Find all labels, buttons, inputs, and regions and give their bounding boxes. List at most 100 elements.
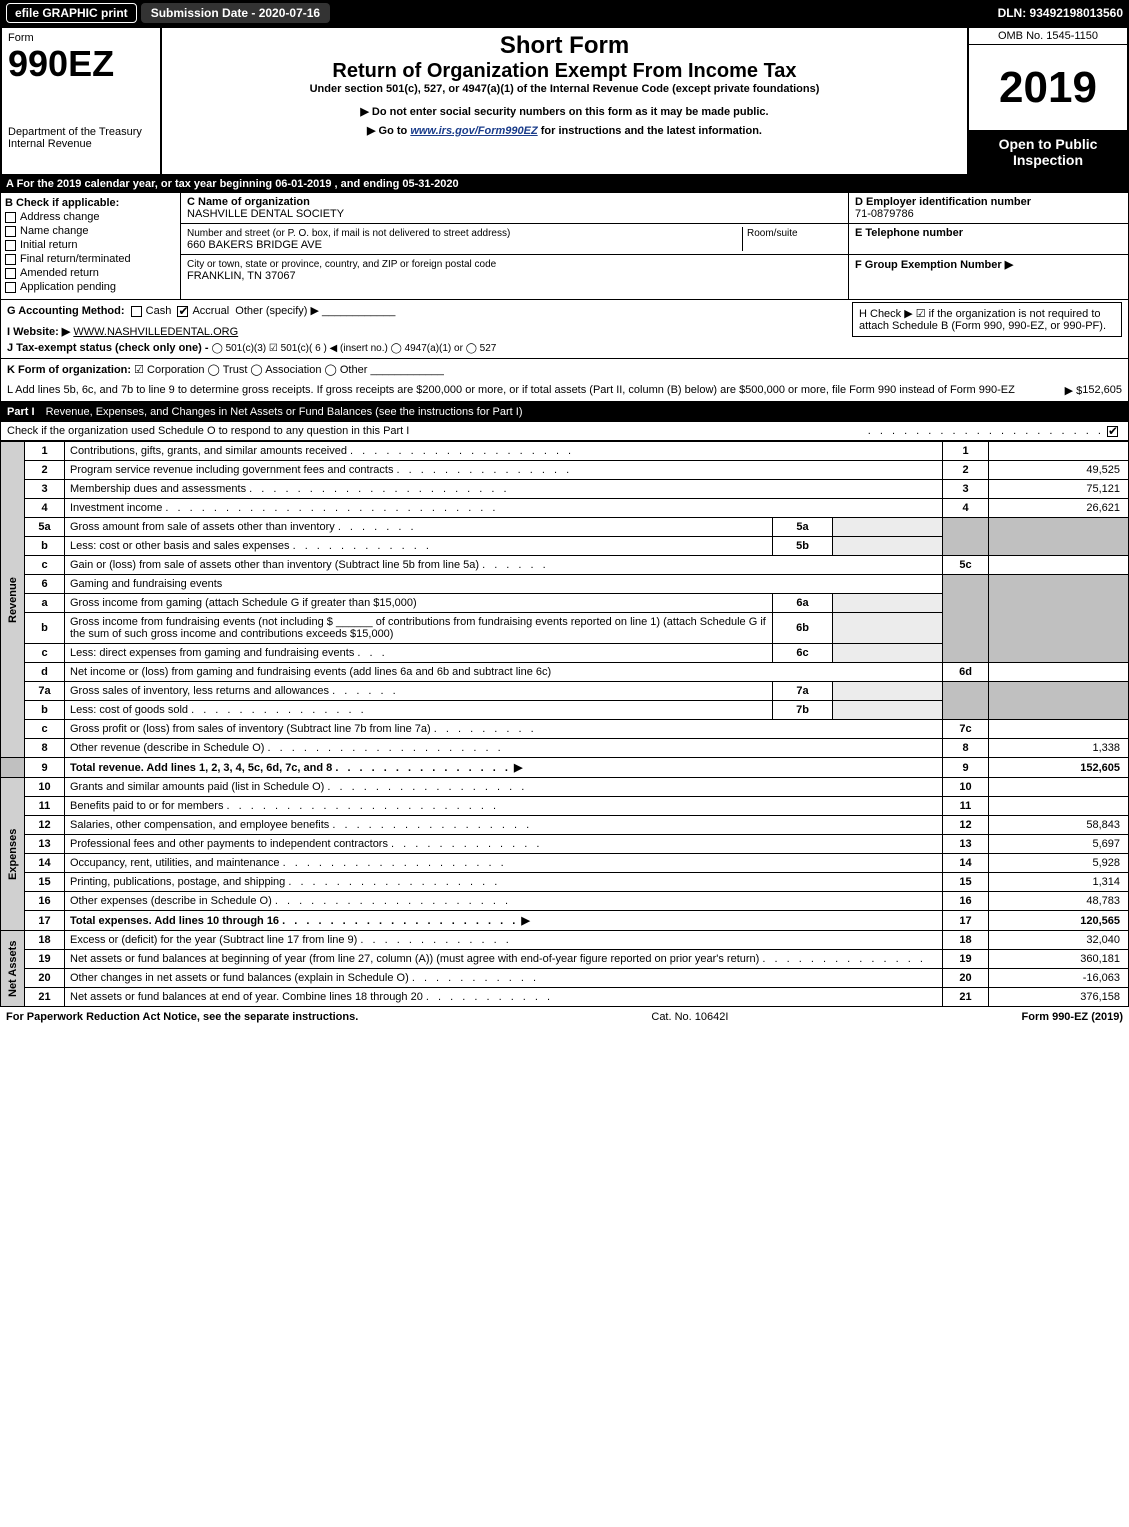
ln15-rn: 15	[943, 873, 989, 892]
ln8-num: 8	[25, 739, 65, 758]
ln2-rn: 2	[943, 461, 989, 480]
ln6-num: 6	[25, 575, 65, 594]
page-footer: For Paperwork Reduction Act Notice, see …	[0, 1007, 1129, 1027]
chk-initial-return[interactable]: Initial return	[20, 239, 77, 251]
ln11-rn: 11	[943, 797, 989, 816]
ln15-num: 15	[25, 873, 65, 892]
ln2-num: 2	[25, 461, 65, 480]
ln2-amount: 49,525	[989, 461, 1129, 480]
f-label: F Group Exemption Number ▶	[855, 258, 1122, 271]
ln12-rn: 12	[943, 816, 989, 835]
website-value[interactable]: WWW.NASHVILLEDENTAL.ORG	[73, 326, 238, 338]
entity-info-grid: B Check if applicable: Address change Na…	[0, 192, 1129, 300]
g-cash[interactable]: Cash	[146, 305, 172, 317]
form-header: Form 990EZ Department of the Treasury In…	[0, 26, 1129, 176]
ln16-desc: Other expenses (describe in Schedule O)	[70, 895, 272, 907]
header-center: Short Form Return of Organization Exempt…	[162, 28, 967, 174]
ln6d-num: d	[25, 663, 65, 682]
ln3-num: 3	[25, 480, 65, 499]
ln6d-amount	[989, 663, 1129, 682]
ln7a-desc: Gross sales of inventory, less returns a…	[70, 685, 329, 697]
ln18-rn: 18	[943, 931, 989, 950]
j-options: ◯ 501(c)(3) ☑ 501(c)( 6 ) ◀ (insert no.)…	[212, 343, 497, 354]
ln5b-num: b	[25, 537, 65, 556]
g-accrual[interactable]: Accrual	[192, 305, 229, 317]
submission-date: Submission Date - 2020-07-16	[141, 3, 330, 23]
net-assets-tab: Net Assets	[1, 931, 25, 1007]
ln8-amount: 1,338	[989, 739, 1129, 758]
ln16-num: 16	[25, 892, 65, 911]
omb-number: OMB No. 1545-1150	[969, 28, 1127, 45]
chk-address-change[interactable]: Address change	[20, 211, 100, 223]
ln7a-sub: 7a	[773, 682, 833, 701]
chk-name-change[interactable]: Name change	[20, 225, 89, 237]
ln1-rn: 1	[943, 442, 989, 461]
ln17-desc: Total expenses. Add lines 10 through 16	[70, 915, 279, 927]
chk-amended-return[interactable]: Amended return	[20, 267, 99, 279]
ln6a-num: a	[25, 594, 65, 613]
schedule-o-checkbox[interactable]	[1107, 426, 1118, 437]
ln10-rn: 10	[943, 778, 989, 797]
ln11-amount	[989, 797, 1129, 816]
ln15-amount: 1,314	[989, 873, 1129, 892]
ln3-desc: Membership dues and assessments	[70, 483, 246, 495]
ln13-num: 13	[25, 835, 65, 854]
ln9-desc: Total revenue. Add lines 1, 2, 3, 4, 5c,…	[70, 762, 332, 774]
chk-final-return[interactable]: Final return/terminated	[20, 253, 131, 265]
ln8-desc: Other revenue (describe in Schedule O)	[70, 742, 264, 754]
short-form-title: Short Form	[170, 32, 959, 60]
irs-link[interactable]: www.irs.gov/Form990EZ	[410, 125, 537, 137]
chk-application-pending[interactable]: Application pending	[20, 281, 116, 293]
efile-button[interactable]: efile GRAPHIC print	[6, 3, 137, 23]
ln13-rn: 13	[943, 835, 989, 854]
lines-g-h-i-j: G Accounting Method: Cash Accrual Other …	[0, 300, 1129, 359]
ln21-num: 21	[25, 988, 65, 1007]
form-title: Return of Organization Exempt From Incom…	[170, 60, 959, 83]
ln7a-num: 7a	[25, 682, 65, 701]
top-bar: efile GRAPHIC print Submission Date - 20…	[0, 0, 1129, 26]
part-i-sub-text: Check if the organization used Schedule …	[7, 425, 409, 437]
line-h: H Check ▶ ☑ if the organization is not r…	[852, 302, 1122, 337]
ln4-num: 4	[25, 499, 65, 518]
ln1-num: 1	[25, 442, 65, 461]
ln6b-sub: 6b	[773, 613, 833, 644]
ln10-num: 10	[25, 778, 65, 797]
ln6c-desc: Less: direct expenses from gaming and fu…	[70, 647, 354, 659]
header-left: Form 990EZ Department of the Treasury In…	[2, 28, 162, 174]
line-l: L Add lines 5b, 6c, and 7b to line 9 to …	[0, 380, 1129, 402]
ein-value: 71-0879786	[855, 208, 1122, 220]
ln19-rn: 19	[943, 950, 989, 969]
ln14-rn: 14	[943, 854, 989, 873]
i-label: I Website: ▶	[7, 326, 70, 338]
ln5b-desc: Less: cost or other basis and sales expe…	[70, 540, 290, 552]
ln21-rn: 21	[943, 988, 989, 1007]
goto-instructions: ▶ Go to www.irs.gov/Form990EZ for instru…	[170, 124, 959, 137]
ln6d-rn: 6d	[943, 663, 989, 682]
ln3-amount: 75,121	[989, 480, 1129, 499]
ln9-rn: 9	[943, 758, 989, 778]
ln6-desc: Gaming and fundraising events	[65, 575, 943, 594]
g-other[interactable]: Other (specify) ▶	[235, 305, 319, 317]
d-label: D Employer identification number	[855, 196, 1122, 208]
ln12-amount: 58,843	[989, 816, 1129, 835]
ln9-num: 9	[25, 758, 65, 778]
ln7c-desc: Gross profit or (loss) from sales of inv…	[70, 723, 431, 735]
l-arrow: ▶ $	[1065, 384, 1083, 397]
j-label: J Tax-exempt status (check only one) -	[7, 342, 209, 354]
dont-enter-warning: ▶ Do not enter social security numbers o…	[170, 105, 959, 118]
ln15-desc: Printing, publications, postage, and shi…	[70, 876, 285, 888]
k-options: ☑ Corporation ◯ Trust ◯ Association ◯ Ot…	[134, 364, 367, 376]
l-text: L Add lines 5b, 6c, and 7b to line 9 to …	[7, 384, 1065, 397]
box-b: B Check if applicable: Address change Na…	[1, 193, 181, 299]
ln5a-desc: Gross amount from sale of assets other t…	[70, 521, 335, 533]
part-i-header: Part I Revenue, Expenses, and Changes in…	[0, 402, 1129, 422]
part-i-sub: Check if the organization used Schedule …	[0, 422, 1129, 441]
ln2-desc: Program service revenue including govern…	[70, 464, 393, 476]
ln21-desc: Net assets or fund balances at end of ye…	[70, 991, 423, 1003]
section-a-tax-year: A For the 2019 calendar year, or tax yea…	[0, 176, 1129, 192]
footer-right: Form 990-EZ (2019)	[1022, 1011, 1123, 1023]
ln5c-rn: 5c	[943, 556, 989, 575]
ln12-desc: Salaries, other compensation, and employ…	[70, 819, 329, 831]
ln19-desc: Net assets or fund balances at beginning…	[70, 953, 759, 965]
ln6a-desc: Gross income from gaming (attach Schedul…	[65, 594, 773, 613]
